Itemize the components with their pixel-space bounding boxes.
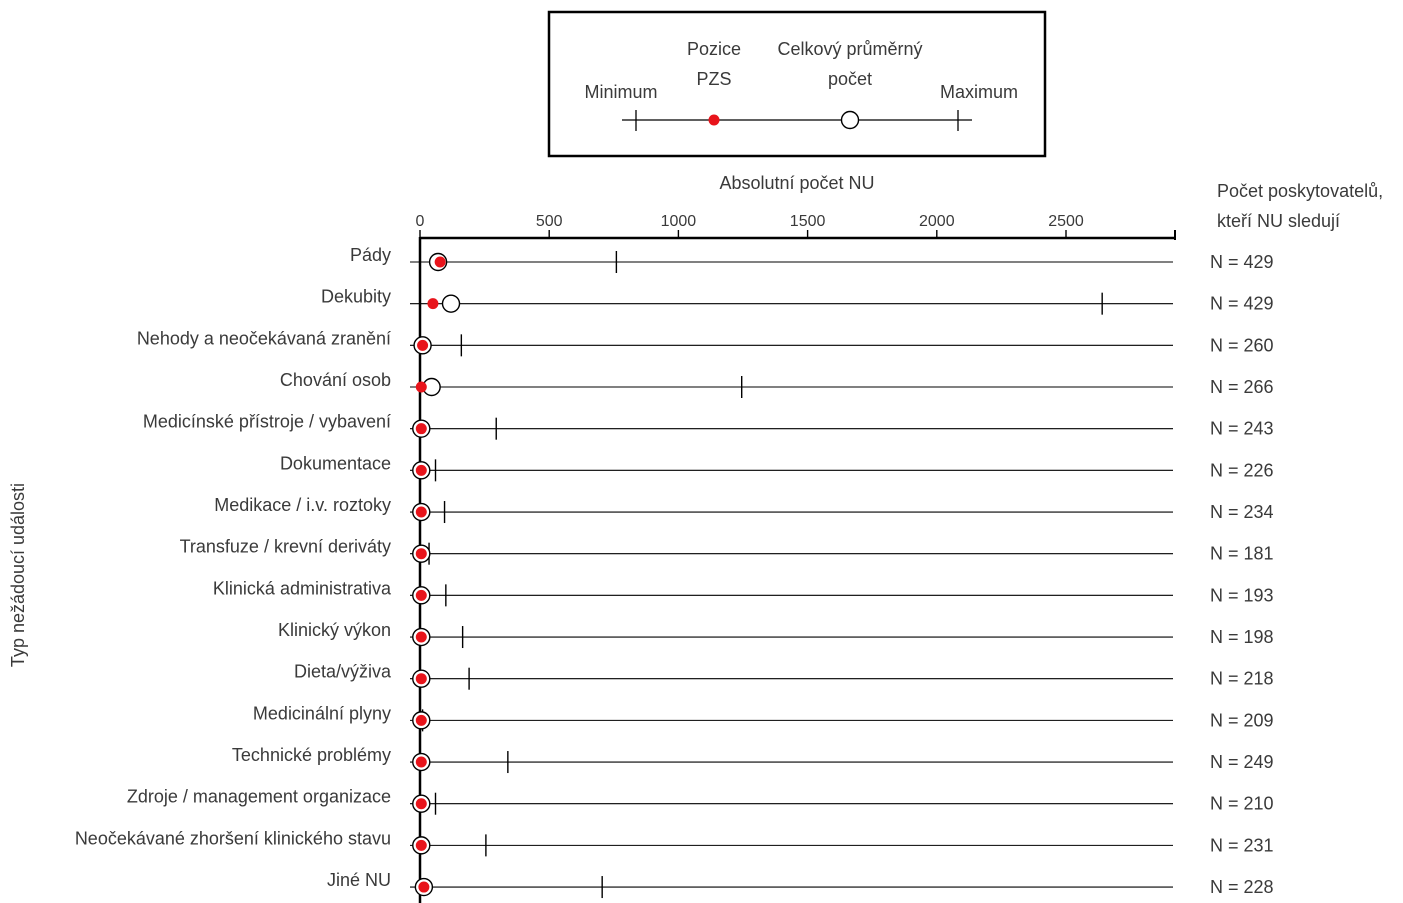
pzs-marker: [415, 589, 427, 601]
provider-count: N = 429: [1210, 294, 1274, 314]
provider-count: N = 228: [1210, 877, 1274, 897]
category-label: Transfuze / krevní deriváty: [180, 537, 391, 557]
provider-count: N = 260: [1210, 335, 1274, 355]
x-tick-label: 1500: [790, 213, 826, 230]
pzs-marker: [415, 381, 427, 393]
x-tick-label: 1000: [661, 213, 697, 230]
legend-maximum-label: Maximum: [940, 82, 1018, 102]
provider-count: N = 210: [1210, 794, 1274, 814]
pzs-marker: [415, 839, 427, 851]
pzs-marker: [415, 798, 427, 810]
provider-count: N = 429: [1210, 252, 1274, 272]
legend-position-label-1: Pozice: [687, 39, 741, 59]
x-tick-label: 2500: [1048, 213, 1084, 230]
pzs-marker: [415, 631, 427, 643]
category-label: Zdroje / management organizace: [127, 787, 391, 807]
pzs-marker: [417, 339, 429, 351]
provider-count: N = 249: [1210, 752, 1274, 772]
row: Klinický výkon N = 198: [278, 620, 1274, 649]
pzs-marker: [427, 298, 439, 310]
row: Dekubity N = 429: [321, 287, 1274, 315]
category-label: Dekubity: [321, 287, 391, 307]
category-label: Neočekávané zhoršení klinického stavu: [75, 828, 391, 848]
category-label: Klinický výkon: [278, 620, 391, 640]
provider-count: N = 181: [1210, 544, 1274, 564]
category-label: Nehody a neočekávaná zranění: [137, 328, 391, 348]
legend: Minimum Pozice PZS Celkový průměrný poče…: [547, 10, 1047, 158]
pzs-marker: [415, 714, 427, 726]
category-label: Medicinální plyny: [253, 703, 391, 723]
pzs-marker: [418, 881, 430, 893]
provider-count: N = 198: [1210, 627, 1274, 647]
pzs-marker: [415, 756, 427, 768]
category-label: Technické problémy: [232, 745, 391, 765]
x-ticks: 0 500 1000 1500 2000 2500: [416, 213, 1084, 238]
row: Dokumentace N = 226: [280, 453, 1274, 482]
x-axis-title: Absolutní počet NU: [719, 173, 874, 193]
pzs-marker: [415, 506, 427, 518]
provider-count: N = 231: [1210, 835, 1274, 855]
legend-position-label-2: PZS: [696, 69, 731, 89]
legend-minimum-label: Minimum: [584, 82, 657, 102]
legend-average-marker: [840, 110, 860, 130]
category-label: Jiné NU: [327, 870, 391, 890]
provider-count: N = 218: [1210, 669, 1274, 689]
pzs-marker: [415, 548, 427, 560]
average-marker: [441, 294, 461, 313]
row: Zdroje / management organizace N = 210: [127, 787, 1274, 815]
provider-count: N = 193: [1210, 585, 1274, 605]
row: Transfuze / krevní deriváty N = 181: [180, 537, 1274, 565]
row: Medicinální plyny N = 209: [253, 703, 1274, 732]
x-tick-label: 500: [536, 213, 563, 230]
provider-count: N = 234: [1210, 502, 1274, 522]
category-label: Pády: [350, 245, 391, 265]
row: Klinická administrativa N = 193: [213, 578, 1274, 607]
pzs-marker: [415, 423, 427, 435]
pzs-marker: [434, 256, 446, 268]
row: Nehody a neočekávaná zranění N = 260: [137, 328, 1274, 357]
row: Neočekávané zhoršení klinického stavu N =…: [75, 828, 1274, 857]
category-label: Dokumentace: [280, 453, 391, 473]
legend-average-label-2: počet: [828, 69, 872, 89]
legend-position-marker: [708, 114, 720, 126]
row: Jiné NU N = 228: [327, 870, 1274, 899]
legend-average-label-1: Celkový průměrný: [777, 39, 922, 59]
rows: Pády N = 429 Dekubity N = 429 Nehody a neoče…: [75, 245, 1274, 899]
legend-box: [547, 10, 1047, 158]
row: Dieta/výživa N = 218: [294, 662, 1274, 690]
category-label: Medikace / i.v. roztoky: [214, 495, 391, 515]
provider-count: N = 266: [1210, 377, 1274, 397]
pzs-marker: [415, 464, 427, 476]
row: Chování osob N = 266: [280, 370, 1274, 399]
provider-count: N = 226: [1210, 460, 1274, 480]
pzs-marker: [415, 673, 427, 685]
row: Medikace / i.v. roztoky N = 234: [214, 495, 1274, 524]
x-tick-label: 2000: [919, 213, 955, 230]
category-label: Dieta/výživa: [294, 662, 392, 682]
row: Medicínské přístroje / vybavení N = 243: [143, 412, 1274, 440]
row: Technické problémy N = 249: [232, 745, 1274, 774]
provider-count: N = 209: [1210, 710, 1274, 730]
provider-count: N = 243: [1210, 419, 1274, 439]
row: Pády N = 429: [350, 245, 1274, 273]
category-label: Chování osob: [280, 370, 391, 390]
category-label: Medicínské přístroje / vybavení: [143, 412, 391, 432]
y-axis-title: Typ nežádoucí události: [8, 483, 28, 667]
category-label: Klinická administrativa: [213, 578, 392, 598]
x-tick-label: 0: [416, 213, 425, 230]
right-header-line-2: kteří NU sledují: [1217, 211, 1340, 231]
right-header-line-1: Počet poskytovatelů,: [1217, 181, 1383, 201]
